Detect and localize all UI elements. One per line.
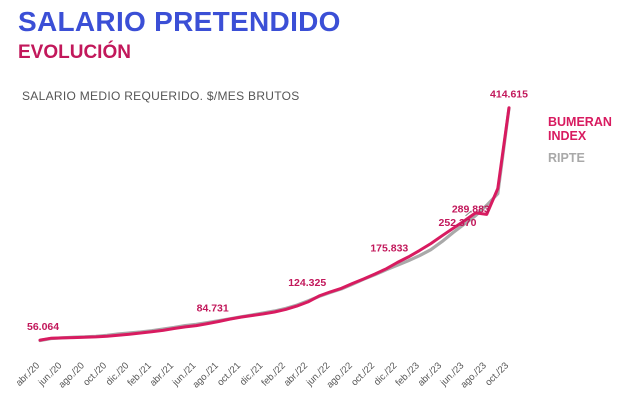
x-tick-label: abr./22 xyxy=(282,360,310,388)
x-tick-label: oct./20 xyxy=(81,360,109,388)
data-label: 252.370 xyxy=(439,217,477,229)
x-tick-label: abr./23 xyxy=(416,360,444,388)
x-tick-label: oct./22 xyxy=(349,360,377,388)
x-tick-layer: abr./20jun./20ago./20oct./20dic./20feb./… xyxy=(14,360,511,390)
series-layer xyxy=(38,106,511,343)
legend-bumeran-index: BUMERAN INDEX xyxy=(548,115,612,143)
legend-ripte: RIPTE xyxy=(548,151,585,165)
x-tick-label: feb./23 xyxy=(393,360,421,388)
data-label: 289.883 xyxy=(452,204,490,216)
annotation-layer: 56.064 84.731 124.325 175.833 252.370289.883… xyxy=(27,89,528,333)
chart-title: SALARIO PRETENDIDO xyxy=(18,6,341,37)
series-line-bumeran-index xyxy=(38,106,511,342)
x-tick-label: oct./23 xyxy=(483,360,511,388)
chart-subtitle: EVOLUCIÓN xyxy=(18,42,131,63)
data-label: 124.325 xyxy=(288,277,326,289)
x-tick-label: feb./22 xyxy=(259,360,287,388)
data-label: 84.731 xyxy=(197,303,229,315)
data-label: 56.064 xyxy=(27,321,59,333)
x-tick-label: abr./20 xyxy=(14,360,42,388)
annotation-leader-line xyxy=(465,210,472,217)
data-label: 175.833 xyxy=(370,243,408,255)
y-axis-label: SALARIO MEDIO REQUERIDO. $/MES BRUTOS xyxy=(22,89,300,103)
x-tick-label: oct./21 xyxy=(215,360,243,388)
x-tick-label: feb./21 xyxy=(125,360,153,388)
data-label: 414.615 xyxy=(490,89,528,101)
x-tick-label: abr./21 xyxy=(148,360,176,388)
